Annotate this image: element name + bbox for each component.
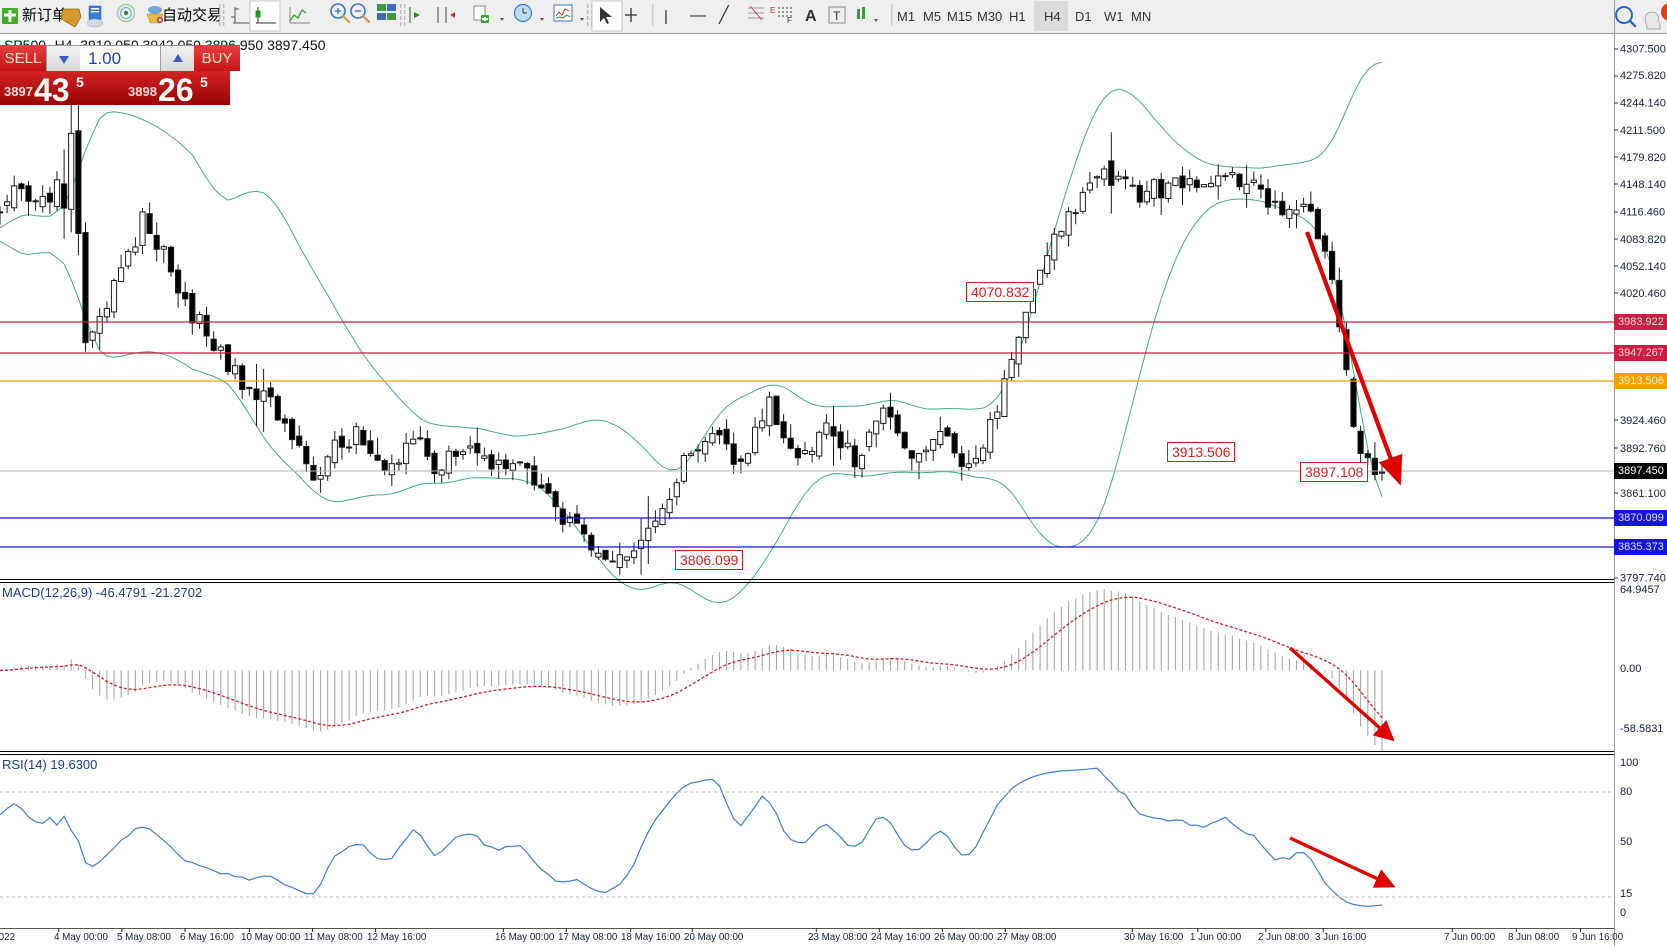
svg-text:0: 0 xyxy=(1620,907,1626,919)
svg-text:50: 50 xyxy=(1620,836,1632,848)
svg-text:80: 80 xyxy=(1620,786,1632,798)
svg-text:100: 100 xyxy=(1620,757,1638,769)
svg-text:15: 15 xyxy=(1620,888,1632,900)
